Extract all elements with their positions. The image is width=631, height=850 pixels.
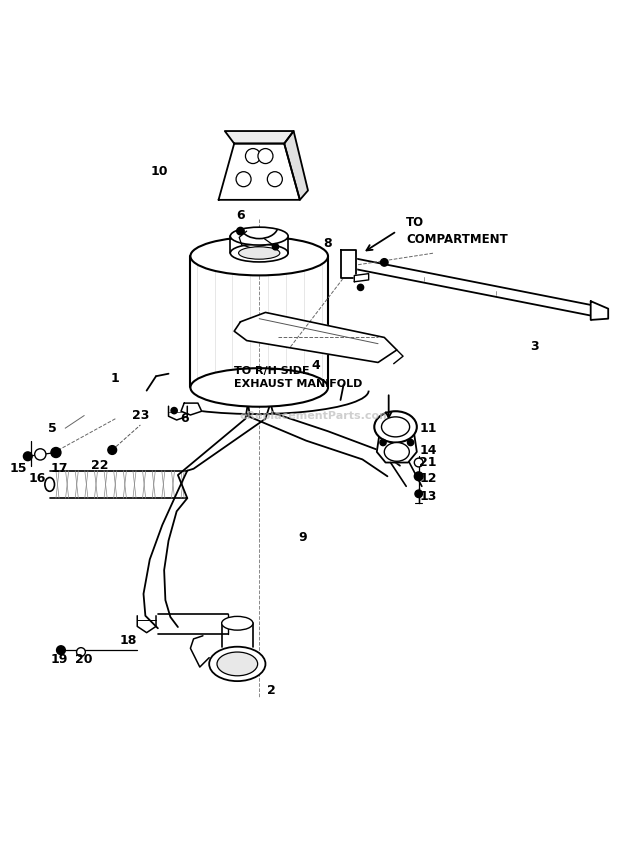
Circle shape: [273, 244, 279, 250]
Text: TO R/H SIDE
EXHAUST MANIFOLD: TO R/H SIDE EXHAUST MANIFOLD: [234, 366, 363, 388]
Circle shape: [245, 149, 261, 163]
Ellipse shape: [239, 246, 280, 259]
Text: 6: 6: [180, 412, 189, 425]
Text: 17: 17: [50, 462, 68, 475]
Circle shape: [57, 646, 66, 654]
Text: 12: 12: [420, 472, 437, 484]
Text: 21: 21: [420, 456, 437, 469]
Circle shape: [171, 407, 177, 414]
Text: eReplacementParts.com: eReplacementParts.com: [240, 411, 391, 421]
Ellipse shape: [230, 227, 288, 245]
Circle shape: [415, 458, 423, 467]
Ellipse shape: [217, 652, 257, 676]
Circle shape: [357, 284, 363, 291]
Text: 1: 1: [111, 371, 120, 384]
Polygon shape: [591, 301, 608, 320]
Text: 14: 14: [420, 444, 437, 456]
Text: 9: 9: [298, 531, 307, 544]
Text: 10: 10: [150, 165, 168, 178]
Polygon shape: [354, 274, 369, 281]
Circle shape: [380, 439, 386, 445]
Ellipse shape: [209, 647, 266, 681]
Circle shape: [108, 445, 117, 455]
Ellipse shape: [374, 411, 417, 443]
Ellipse shape: [191, 237, 328, 275]
Polygon shape: [234, 313, 397, 362]
Text: 19: 19: [50, 653, 68, 666]
Ellipse shape: [230, 244, 288, 262]
Text: 22: 22: [91, 459, 109, 472]
Circle shape: [258, 149, 273, 163]
Text: 18: 18: [119, 634, 136, 648]
Text: 11: 11: [420, 422, 437, 434]
Polygon shape: [218, 144, 300, 200]
Text: TO
COMPARTMENT: TO COMPARTMENT: [406, 216, 508, 246]
Polygon shape: [341, 250, 356, 278]
Polygon shape: [377, 435, 417, 462]
Circle shape: [23, 452, 32, 461]
Circle shape: [237, 227, 244, 235]
Circle shape: [51, 447, 61, 457]
Circle shape: [415, 490, 422, 497]
Polygon shape: [225, 131, 293, 144]
Ellipse shape: [45, 478, 54, 491]
Circle shape: [35, 449, 46, 460]
Circle shape: [76, 648, 85, 656]
Text: 15: 15: [9, 462, 27, 475]
Ellipse shape: [382, 416, 410, 437]
Text: 20: 20: [75, 653, 93, 666]
Polygon shape: [181, 403, 202, 415]
Text: 13: 13: [420, 490, 437, 503]
Text: 16: 16: [28, 472, 46, 484]
Text: 3: 3: [530, 340, 539, 354]
Circle shape: [380, 258, 388, 266]
Circle shape: [408, 439, 414, 445]
Polygon shape: [284, 131, 308, 200]
Ellipse shape: [191, 368, 328, 407]
Text: 4: 4: [311, 359, 320, 372]
Ellipse shape: [221, 616, 253, 630]
Text: 2: 2: [268, 684, 276, 697]
Text: 23: 23: [132, 409, 149, 422]
Text: 6: 6: [236, 209, 245, 222]
Circle shape: [236, 172, 251, 187]
Circle shape: [268, 172, 282, 187]
Ellipse shape: [384, 443, 410, 462]
Text: 5: 5: [49, 422, 57, 434]
Circle shape: [415, 472, 423, 480]
Text: 8: 8: [324, 237, 333, 250]
